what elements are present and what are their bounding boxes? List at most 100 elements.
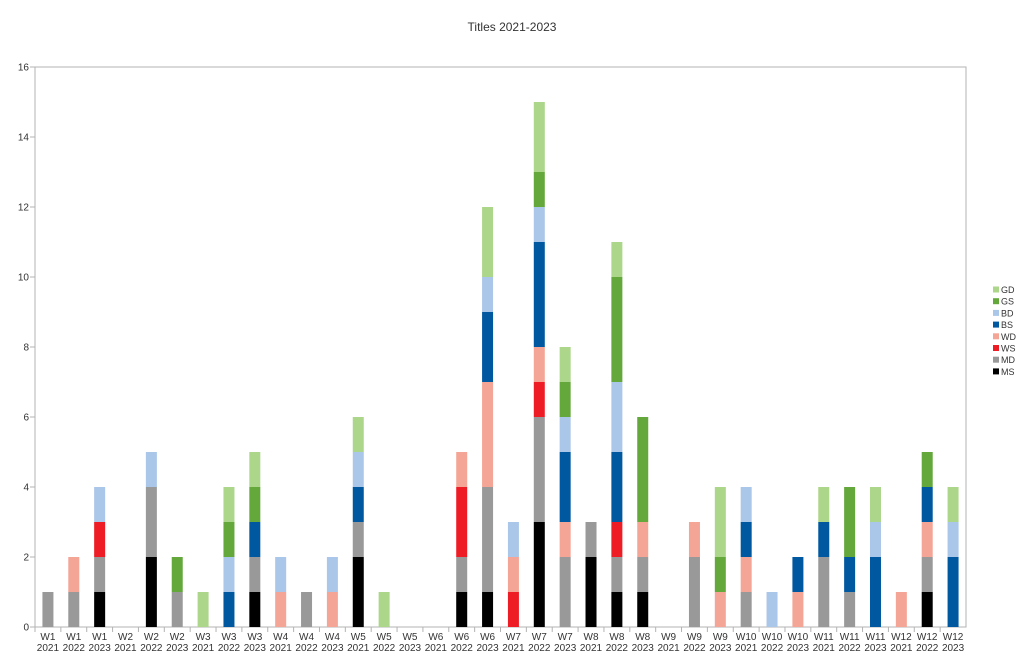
x-tick-label-line: 2021 — [580, 643, 603, 654]
x-tick-label-line: W7 — [558, 632, 573, 643]
bar-segment-wd — [68, 557, 80, 592]
x-tick-label: W9 2022 — [683, 632, 706, 654]
bar-segment-wd — [482, 382, 494, 487]
bar-segment-bs — [223, 592, 235, 627]
bar-segment-bd — [507, 522, 519, 557]
bar-segment-md — [301, 592, 313, 627]
bar-segment-wd — [326, 592, 338, 627]
bar-segment-bd — [611, 382, 623, 452]
x-tick-label-line: W2 — [118, 632, 133, 643]
x-tick-label-line: W8 — [584, 632, 599, 643]
bar-segment-ms — [637, 592, 649, 627]
bar-segment-gd — [559, 347, 571, 382]
x-tick-label-line: 2021 — [502, 643, 525, 654]
bar-segment-bd — [145, 452, 157, 487]
x-tick-label-line: W12 — [943, 632, 964, 643]
bar-segment-bs — [533, 242, 545, 347]
x-tick-label: W11 2021 — [813, 632, 836, 654]
x-tick-label-line: 2023 — [942, 643, 965, 654]
bar-segment-gs — [611, 277, 623, 382]
x-tick-label: W3 2022 — [218, 632, 241, 654]
x-tick-label-line: W6 — [454, 632, 469, 643]
bar-segment-md — [559, 557, 571, 627]
x-tick-label-line: W3 — [196, 632, 211, 643]
x-tick-label: W10 2021 — [735, 632, 758, 654]
x-tick-label: W2 2021 — [114, 632, 137, 654]
x-tick-label-line: 2021 — [813, 643, 836, 654]
bar-segment-gd — [223, 487, 235, 522]
x-tick-label: W12 2022 — [916, 632, 939, 654]
x-tick-label-line: 2023 — [89, 643, 112, 654]
legend-swatch-gd — [993, 286, 999, 293]
x-tick-label-line: W5 — [377, 632, 392, 643]
x-tick-label-line: 2023 — [476, 643, 499, 654]
x-tick-label-line: W9 — [661, 632, 676, 643]
x-tick-label: W12 2021 — [890, 632, 913, 654]
x-tick-label-line: 2022 — [295, 643, 318, 654]
legend-swatch-wd — [993, 333, 999, 340]
bar-segment-md — [818, 557, 830, 627]
x-tick-label-line: 2022 — [63, 643, 86, 654]
x-tick-label-line: 2021 — [735, 643, 758, 654]
x-tick-label: W10 2022 — [761, 632, 784, 654]
bar-segment-ws — [94, 522, 106, 557]
x-tick-label-line: W1 — [92, 632, 107, 643]
legend-swatch-ms — [993, 368, 999, 375]
bar-segment-bs — [921, 487, 933, 522]
x-tick-label-line: 2023 — [244, 643, 267, 654]
bar-segment-wd — [275, 592, 287, 627]
bar-segment-ws — [533, 382, 545, 417]
bar-segment-md — [68, 592, 80, 627]
x-tick-label-line: W9 — [713, 632, 728, 643]
bar-segment-gs — [637, 417, 649, 522]
bar-segment-gs — [559, 382, 571, 417]
bar-segment-wd — [637, 522, 649, 557]
bar-segment-gd — [482, 207, 494, 277]
y-tick-label: 6 — [23, 413, 29, 424]
x-tick-label-line: W10 — [788, 632, 809, 643]
bar-segment-md — [94, 557, 106, 592]
bar-segment-gd — [378, 592, 390, 627]
x-tick-label-line: W7 — [506, 632, 521, 643]
x-tick-label-line: 2022 — [451, 643, 474, 654]
x-tick-label: W8 2023 — [632, 632, 655, 654]
x-tick-label-line: W8 — [609, 632, 624, 643]
y-tick-label: 8 — [23, 343, 29, 354]
bar-segment-gs — [921, 452, 933, 487]
x-tick-label: W7 2021 — [502, 632, 525, 654]
legend-label-bd: BD — [1001, 308, 1014, 318]
bar-segment-wd — [533, 347, 545, 382]
x-tick-label: W6 2022 — [451, 632, 474, 654]
x-tick-label-line: W5 — [351, 632, 366, 643]
x-tick-label-line: W2 — [144, 632, 159, 643]
x-tick-label-line: W4 — [273, 632, 288, 643]
bar-segment-bd — [352, 452, 364, 487]
x-tick-label-line: W11 — [840, 632, 860, 643]
x-tick-label-line: 2021 — [425, 643, 448, 654]
bar-segment-ms — [456, 592, 468, 627]
bar-segment-gs — [171, 557, 183, 592]
x-tick-label: W8 2021 — [580, 632, 603, 654]
x-tick-label: W8 2022 — [606, 632, 629, 654]
bar-segment-bs — [611, 452, 623, 522]
bar-segment-md — [42, 592, 54, 627]
bar-segment-ms — [921, 592, 933, 627]
bar-segment-bs — [818, 522, 830, 557]
bar-segment-md — [740, 592, 752, 627]
x-tick-label-line: 2022 — [839, 643, 862, 654]
bar-segment-gs — [249, 487, 261, 522]
bar-segment-md — [688, 557, 700, 627]
bar-segment-bd — [947, 522, 959, 557]
x-tick-label-line: W9 — [687, 632, 702, 643]
bar-segment-ms — [611, 592, 623, 627]
bar-segment-bd — [869, 522, 881, 557]
bar-segment-gd — [818, 487, 830, 522]
x-tick-label-line: 2023 — [632, 643, 655, 654]
x-tick-label-line: 2021 — [37, 643, 60, 654]
legend-swatch-ws — [993, 345, 999, 351]
chart-title: Titles 2021-2023 — [468, 20, 557, 34]
x-tick-label-line: 2022 — [218, 643, 241, 654]
legend-swatch-bd — [993, 309, 999, 316]
bar-segment-ws — [611, 522, 623, 557]
bar-segment-md — [171, 592, 183, 627]
